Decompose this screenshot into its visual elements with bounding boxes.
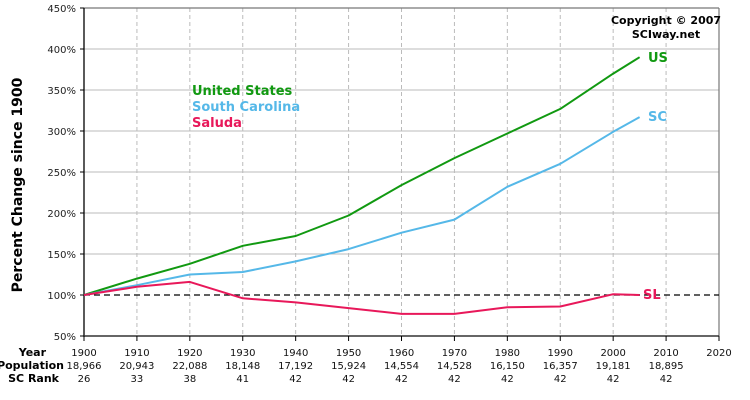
end-label-sc: SC [648, 110, 667, 125]
table-cell: 1990 [548, 348, 573, 359]
table-cell: 1930 [230, 348, 255, 359]
series-line-saluda [83, 280, 640, 315]
table-cell: 1980 [495, 348, 520, 359]
y-tick-label: 450% [47, 4, 76, 15]
table-cell: 1900 [71, 348, 96, 359]
copyright-line-1: Copyright © 2007 [611, 14, 721, 27]
legend-south-carolina: South Carolina [192, 100, 300, 115]
table-cell: 18,895 [649, 361, 684, 372]
table-cell: 38 [183, 374, 196, 385]
table-cell: 16,357 [543, 361, 578, 372]
table-cell: 16,150 [490, 361, 525, 372]
table-cell: 1910 [124, 348, 149, 359]
series-line-south-carolina [83, 116, 641, 296]
y-axis-title: Percent Change since 1900 [10, 77, 26, 292]
table-cell: 2000 [600, 348, 625, 359]
table-cell: 42 [660, 374, 673, 385]
legend-saluda: Saluda [192, 116, 242, 131]
table-cell: 20,943 [119, 361, 154, 372]
data-table: 1900 18,966 26 1910 20,943 33 1920 22,088 38 1930… [67, 348, 732, 385]
series-line-united-states [83, 56, 641, 296]
row-header-population: Population [0, 359, 64, 372]
row-header-sc-rank: SC Rank [8, 372, 60, 385]
row-header-year: Year [18, 346, 47, 359]
y-tick-label: 250% [47, 168, 76, 179]
table-cell: 42 [395, 374, 408, 385]
table-cell: 42 [607, 374, 620, 385]
table-cell: 42 [342, 374, 355, 385]
y-tick-label: 100% [47, 291, 76, 302]
copyright-line-2: SCIway.net [632, 28, 700, 41]
y-tick-label: 200% [47, 209, 76, 220]
vertical-gridlines [136, 8, 667, 336]
table-cell: 22,088 [172, 361, 207, 372]
y-tick-label: 150% [47, 250, 76, 261]
table-cell: 42 [448, 374, 461, 385]
table-cell: 42 [501, 374, 514, 385]
table-cell: 14,528 [437, 361, 472, 372]
table-cell: 2020 [706, 348, 731, 359]
table-cell: 15,924 [331, 361, 366, 372]
y-tick-label: 300% [47, 127, 76, 138]
table-cell: 33 [131, 374, 144, 385]
table-cell: 1920 [177, 348, 202, 359]
table-cell: 41 [236, 374, 249, 385]
y-tick-label: 350% [47, 86, 76, 97]
y-tick-label: 50% [54, 332, 76, 343]
table-cell: 1940 [283, 348, 308, 359]
end-label-us: US [648, 51, 668, 66]
table-cell: 1950 [336, 348, 361, 359]
y-tick-label: 400% [47, 45, 76, 56]
table-cell: 17,192 [278, 361, 313, 372]
y-axis-ticks: 50% 100% 150% 200% 250% 300% 350% 400% 450% [47, 4, 84, 343]
table-cell: 42 [554, 374, 567, 385]
x-axis-ticks [83, 336, 720, 341]
table-cell: 19,181 [596, 361, 631, 372]
table-cell: 18,148 [225, 361, 260, 372]
table-cell: 14,554 [384, 361, 419, 372]
table-cell: 42 [289, 374, 302, 385]
legend-united-states: United States [192, 84, 293, 99]
table-cell: 1970 [442, 348, 467, 359]
table-cell: 2010 [653, 348, 678, 359]
table-cell: 18,966 [67, 361, 102, 372]
table-cell: 26 [78, 374, 91, 385]
end-label-sl: SL [643, 288, 661, 303]
table-cell: 1960 [389, 348, 414, 359]
